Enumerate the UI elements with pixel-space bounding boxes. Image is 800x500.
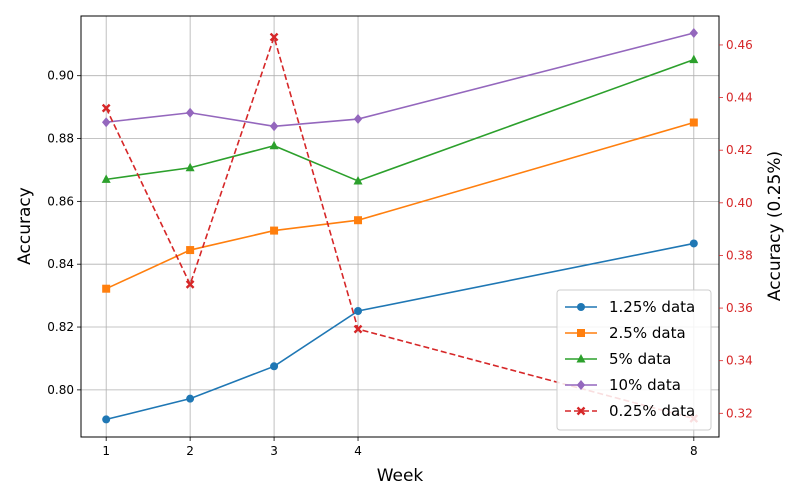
data-point [353,175,363,185]
legend-label: 1.25% data [609,298,695,316]
legend-marker [577,303,585,311]
data-point [354,307,363,316]
y-tick-label: 0.88 [47,132,74,146]
y-tick-label: 0.82 [47,320,74,334]
series-3 [101,54,699,185]
y-right-tick-label: 0.44 [726,91,753,105]
data-point [270,226,279,235]
x-axis-label: Week [377,466,424,486]
data-point [354,216,363,225]
y-tick-label: 0.84 [47,257,74,271]
series-2 [102,118,698,293]
data-point [353,114,363,125]
y-tick-label: 0.90 [47,69,74,83]
data-point [102,415,111,424]
legend-label: 0.25% data [609,402,695,420]
legend-marker [577,329,585,337]
legend-label: 10% data [609,376,681,394]
series-line [105,34,695,420]
legend-marker [576,406,586,416]
data-point [689,27,699,38]
x-tick-label: 4 [354,444,362,458]
legend-label: 5% data [609,350,671,368]
x-axis-ticks: 1 2 3 4 8 [102,437,698,458]
data-point [185,107,195,118]
data-point [101,103,111,113]
data-point [269,121,279,132]
data-point [353,324,363,334]
y-axis-right-label: Accuracy (0.25%) [765,151,785,301]
y-right-tick-label: 0.38 [726,248,753,262]
data-point [185,280,195,289]
data-point [185,162,195,172]
y-axis-ticks: 0.80 0.82 0.84 0.86 0.88 0.90 [47,69,81,397]
legend-entry: 10% data [565,376,681,394]
legend-marker [576,354,586,363]
legend-entry: 5% data [565,350,671,368]
data-point [101,117,111,128]
y-right-tick-label: 0.42 [726,143,753,157]
legend-marker [576,380,586,390]
data-point [186,394,195,403]
y-right-tick-label: 0.46 [726,38,753,52]
y-tick-label: 0.86 [47,194,74,208]
x-tick-label: 1 [102,444,110,458]
data-point [689,54,699,64]
series-layer [101,27,699,424]
y-axis-right-ticks: 0.32 0.34 0.36 0.38 0.40 0.42 0.44 0.46 [719,38,753,420]
legend: 1.25% data 2.5% data 5% data 10% data 0.25% … [556,289,712,431]
series-1 [102,239,698,424]
data-point [269,32,279,42]
data-point [689,118,698,127]
grid [81,16,719,437]
legend-entry: 0.25% data [565,402,695,420]
y-right-tick-label: 0.40 [726,196,753,210]
data-point [269,140,279,150]
data-point [101,174,111,183]
x-tick-label: 8 [690,444,698,458]
y-tick-label: 0.80 [47,383,74,397]
plot-frame [80,15,720,438]
x-tick-label: 2 [186,444,194,458]
y-axis-label: Accuracy [15,187,35,265]
x-tick-label: 3 [270,444,278,458]
legend-box [556,289,712,431]
data-point [186,246,195,255]
series-4 [101,27,699,132]
y-right-tick-label: 0.32 [726,406,753,420]
legend-entry: 2.5% data [565,324,686,342]
legend-entry: 1.25% data [565,298,695,316]
data-point [102,284,111,293]
y-right-tick-label: 0.36 [726,301,753,315]
legend-label: 2.5% data [609,324,686,342]
data-point [270,362,279,371]
y-right-tick-label: 0.34 [726,354,753,368]
data-point [689,239,698,248]
